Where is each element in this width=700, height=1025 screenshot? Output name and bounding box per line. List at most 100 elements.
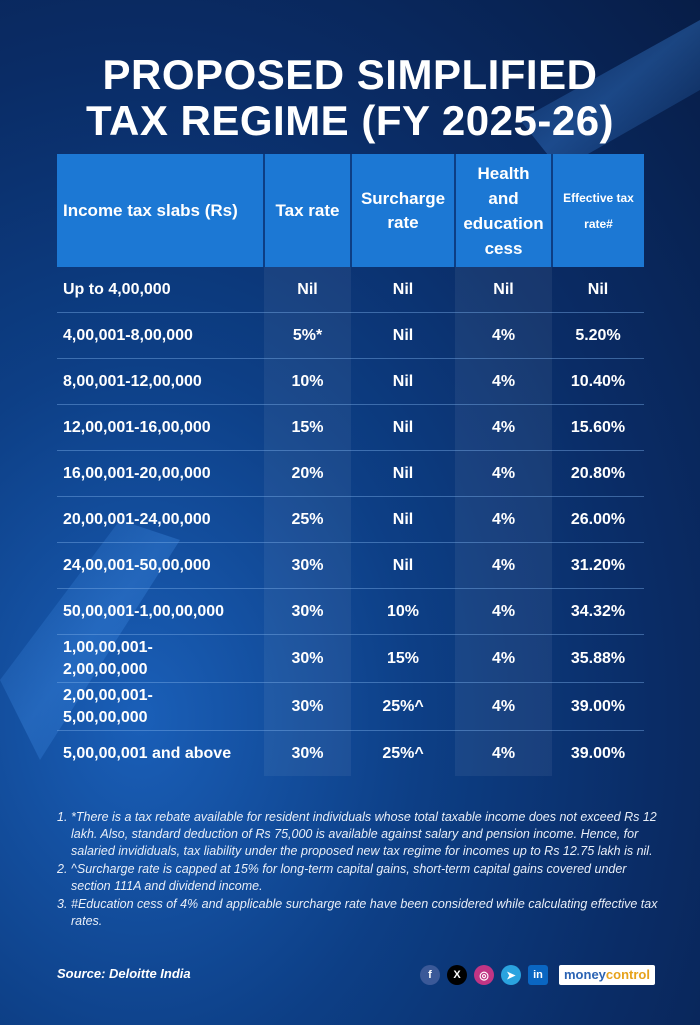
cell-cess: 4%	[455, 634, 552, 683]
footnote-number: 2.	[57, 862, 68, 876]
cell-slab: 2,00,00,001- 5,00,00,000	[57, 682, 264, 731]
cell-slab: 50,00,001-1,00,00,000	[57, 588, 264, 635]
cell-cess: 4%	[455, 588, 552, 635]
header-surcharge-line2: rate	[387, 212, 419, 232]
header-effective-rate: Effective tax rate#	[551, 154, 644, 267]
cell-effective-rate: 35.88%	[552, 634, 644, 683]
cell-tax-rate: 30%	[264, 588, 351, 635]
cell-surcharge: Nil	[351, 404, 455, 451]
title-line-1: PROPOSED SIMPLIFIED	[102, 51, 598, 98]
cell-tax-rate: 25%	[264, 496, 351, 543]
header-slab: Income tax slabs (Rs)	[57, 154, 264, 267]
cell-slab: 8,00,001-12,00,000	[57, 358, 264, 405]
cell-tax-rate: 5%*	[264, 312, 351, 359]
social-links: f X ◎ ➤ in moneycontrol	[420, 965, 655, 985]
cell-cess: 4%	[455, 450, 552, 497]
instagram-icon[interactable]: ◎	[474, 965, 494, 985]
header-cess-line3: education	[463, 213, 544, 233]
cell-slab-line2: 2,00,00,000	[63, 660, 148, 678]
cell-surcharge: Nil	[351, 312, 455, 359]
cell-effective-rate: 39.00%	[552, 682, 644, 731]
title-line-2: TAX REGIME (FY 2025-26)	[85, 97, 615, 144]
cell-slab: 20,00,001-24,00,000	[57, 496, 264, 543]
telegram-icon[interactable]: ➤	[501, 965, 521, 985]
footnote-number: 3.	[57, 897, 68, 911]
logo-part-control: control	[605, 967, 650, 982]
cell-tax-rate: 10%	[264, 358, 351, 405]
cell-tax-rate: 15%	[264, 404, 351, 451]
cell-effective-rate: 10.40%	[552, 358, 644, 405]
cell-cess: 4%	[455, 682, 552, 731]
cell-cess: 4%	[455, 358, 552, 405]
cell-tax-rate: 30%	[264, 730, 351, 776]
header-cess-line4: cess	[484, 238, 523, 258]
table-row: 50,00,001-1,00,00,000 30% 10% 4% 34.32%	[57, 588, 644, 635]
header-cess: Health and education cess	[454, 154, 552, 267]
footnote-number: 1.	[57, 810, 68, 824]
cell-effective-rate: 31.20%	[552, 542, 644, 589]
cell-cess: 4%	[455, 404, 552, 451]
cell-slab: 5,00,00,001 and above	[57, 730, 264, 776]
table-header-row: Income tax slabs (Rs) Tax rate Surcharge…	[57, 154, 644, 267]
x-icon[interactable]: X	[447, 965, 467, 985]
table-row: 8,00,001-12,00,000 10% Nil 4% 10.40%	[57, 358, 644, 405]
cell-tax-rate: 20%	[264, 450, 351, 497]
cell-cess: 4%	[455, 312, 552, 359]
footnote: 1. *There is a tax rebate available for …	[57, 809, 661, 860]
cell-slab: 24,00,001-50,00,000	[57, 542, 264, 589]
footnote: 2. ^Surcharge rate is capped at 15% for …	[57, 861, 661, 895]
source-credit: Source: Deloitte India	[57, 966, 191, 981]
footnote-text: #Education cess of 4% and applicable sur…	[71, 897, 658, 928]
cell-cess: 4%	[455, 542, 552, 589]
cell-effective-rate: 34.32%	[552, 588, 644, 635]
header-effective-line2: rate#	[584, 216, 613, 231]
linkedin-icon[interactable]: in	[528, 965, 548, 985]
cell-effective-rate: 15.60%	[552, 404, 644, 451]
header-effective-line1: Effective tax	[563, 190, 634, 205]
table-row: 20,00,001-24,00,000 25% Nil 4% 26.00%	[57, 496, 644, 543]
table-row: 5,00,00,001 and above 30% 25%^ 4% 39.00%	[57, 730, 644, 776]
cell-effective-rate: 26.00%	[552, 496, 644, 543]
cell-surcharge: 25%^	[351, 730, 455, 776]
cell-surcharge: Nil	[351, 496, 455, 543]
facebook-icon[interactable]: f	[420, 965, 440, 985]
footnotes: 1. *There is a tax rebate available for …	[57, 809, 661, 931]
cell-slab: Up to 4,00,000	[63, 280, 171, 298]
cell-effective-rate: 5.20%	[552, 312, 644, 359]
cell-cess: Nil	[455, 267, 552, 313]
cell-surcharge: Nil	[392, 280, 414, 298]
table-row: 16,00,001-20,00,000 20% Nil 4% 20.80%	[57, 450, 644, 497]
cell-slab: 1,00,00,001- 2,00,00,000	[57, 634, 264, 683]
cell-tax-rate: 30%	[264, 542, 351, 589]
table-row: 24,00,001-50,00,000 30% Nil 4% 31.20%	[57, 542, 644, 589]
page-title: PROPOSED SIMPLIFIED TAX REGIME (FY 2025-…	[0, 52, 700, 144]
tax-slab-table: Income tax slabs (Rs) Tax rate Surcharge…	[57, 154, 644, 776]
cell-surcharge: Nil	[351, 542, 455, 589]
moneycontrol-logo: moneycontrol	[559, 965, 655, 985]
cell-effective-rate: 39.00%	[552, 730, 644, 776]
header-cess-line2: and	[488, 188, 519, 208]
footnote: 3. #Education cess of 4% and applicable …	[57, 896, 661, 930]
logo-part-money: money	[564, 967, 606, 982]
cell-effective-rate: Nil	[587, 280, 609, 298]
cell-cess: 4%	[455, 730, 552, 776]
table-row: Up to 4,00,000 Nil Nil Nil Nil	[57, 267, 644, 313]
cell-tax-rate: 30%	[264, 634, 351, 683]
cell-slab: 12,00,001-16,00,000	[57, 404, 264, 451]
footnote-text: *There is a tax rebate available for res…	[71, 810, 657, 858]
cell-effective-rate: 20.80%	[552, 450, 644, 497]
footnote-text: ^Surcharge rate is capped at 15% for lon…	[71, 862, 627, 893]
cell-tax-rate: Nil	[264, 267, 351, 313]
header-surcharge-line1: Surcharge	[360, 188, 446, 208]
cell-slab: 4,00,001-8,00,000	[57, 312, 264, 359]
header-surcharge: Surcharge rate	[350, 154, 455, 267]
table-row: 4,00,001-8,00,000 5%* Nil 4% 5.20%	[57, 312, 644, 359]
cell-cess: 4%	[455, 496, 552, 543]
header-tax-rate: Tax rate	[263, 154, 351, 267]
cell-surcharge: Nil	[351, 450, 455, 497]
cell-surcharge: 15%	[351, 634, 455, 683]
header-cess-line1: Health	[477, 163, 530, 183]
cell-slab-line2: 5,00,00,000	[63, 708, 148, 726]
cell-surcharge: 10%	[351, 588, 455, 635]
cell-surcharge: Nil	[351, 358, 455, 405]
